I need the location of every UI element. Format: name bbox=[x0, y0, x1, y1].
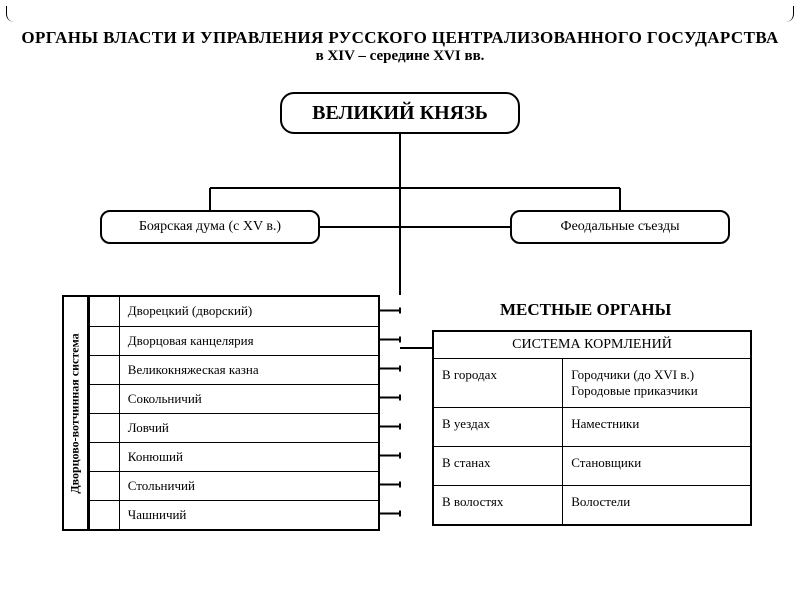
palace-row-spacer bbox=[90, 297, 120, 326]
palace-row: Дворцовая канцелярия bbox=[90, 326, 378, 355]
palace-row: Конюший bbox=[90, 442, 378, 471]
feeding-system-header: СИСТЕМА КОРМЛЕНИЙ bbox=[434, 332, 750, 359]
feeding-where: В уездах bbox=[434, 408, 563, 446]
palace-system-table: Дворецкий (дворский)Дворцовая канцелярия… bbox=[88, 295, 380, 531]
palace-row: Стольничий bbox=[90, 471, 378, 500]
feeding-row: В городахГородчики (до XVI в.)Городовые … bbox=[434, 359, 750, 407]
feeding-who: Становщики bbox=[563, 447, 750, 485]
palace-row: Ловчий bbox=[90, 413, 378, 442]
feeding-who: Наместники bbox=[563, 408, 750, 446]
page-frame-top bbox=[6, 6, 794, 22]
advisory-right-box: Феодальные съезды bbox=[510, 210, 730, 244]
palace-row-spacer bbox=[90, 443, 120, 471]
palace-row-label: Ловчий bbox=[120, 414, 378, 442]
palace-row-label: Дворцовая канцелярия bbox=[120, 327, 378, 355]
palace-row-label: Конюший bbox=[120, 443, 378, 471]
palace-row-spacer bbox=[90, 356, 120, 384]
feeding-row: В станахСтановщики bbox=[434, 446, 750, 485]
advisory-right-label: Феодальные съезды bbox=[561, 219, 680, 235]
palace-row: Дворецкий (дворский) bbox=[90, 297, 378, 326]
advisory-left-box: Боярская дума (с XV в.) bbox=[100, 210, 320, 244]
local-organs-title: МЕСТНЫЕ ОРГАНЫ bbox=[500, 300, 671, 320]
advisory-left-label: Боярская дума (с XV в.) bbox=[139, 219, 281, 235]
feeding-who: Городчики (до XVI в.)Городовые приказчик… bbox=[563, 359, 750, 407]
palace-row: Великокняжеская казна bbox=[90, 355, 378, 384]
feeding-row: В уездахНаместники bbox=[434, 407, 750, 446]
feeding-where: В волостях bbox=[434, 486, 563, 524]
diagram-title-line1: ОРГАНЫ ВЛАСТИ И УПРАВЛЕНИЯ РУССКОГО ЦЕНТ… bbox=[0, 28, 800, 48]
feeding-where: В городах bbox=[434, 359, 563, 407]
diagram-title-line2: в XIV – середине XVI вв. bbox=[0, 48, 800, 65]
palace-row-spacer bbox=[90, 472, 120, 500]
palace-row: Чашничий bbox=[90, 500, 378, 529]
palace-row: Сокольничий bbox=[90, 384, 378, 413]
palace-row-label: Великокняжеская казна bbox=[120, 356, 378, 384]
palace-system-outer-label: Дворцово-вотчинная система bbox=[62, 295, 88, 531]
palace-row-label: Дворецкий (дворский) bbox=[120, 297, 378, 326]
palace-row-label: Чашничий bbox=[120, 501, 378, 529]
feeding-system-table: СИСТЕМА КОРМЛЕНИЙ В городахГородчики (до… bbox=[432, 330, 752, 526]
palace-row-spacer bbox=[90, 327, 120, 355]
palace-row-spacer bbox=[90, 501, 120, 529]
palace-row-spacer bbox=[90, 414, 120, 442]
palace-row-spacer bbox=[90, 385, 120, 413]
feeding-row: В волостяхВолостели bbox=[434, 485, 750, 524]
palace-row-label: Сокольничий bbox=[120, 385, 378, 413]
feeding-where: В станах bbox=[434, 447, 563, 485]
palace-row-label: Стольничий bbox=[120, 472, 378, 500]
feeding-who: Волостели bbox=[563, 486, 750, 524]
root-node: ВЕЛИКИЙ КНЯЗЬ bbox=[280, 92, 520, 134]
palace-system-outer-text: Дворцово-вотчинная система bbox=[68, 333, 83, 493]
